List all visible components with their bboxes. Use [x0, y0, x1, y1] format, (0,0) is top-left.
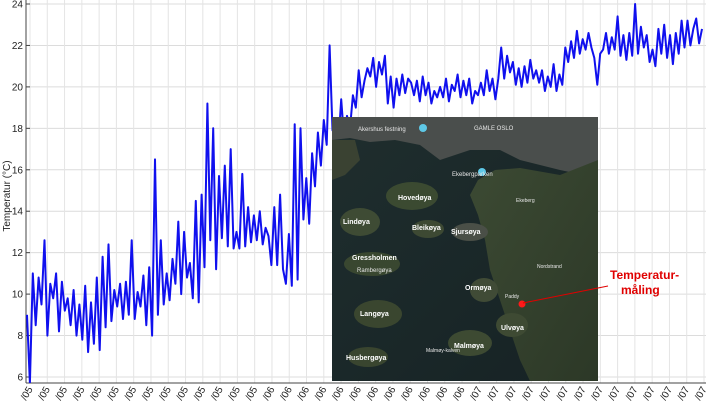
island-langoya: [354, 300, 402, 328]
y-tick-label: 14: [12, 207, 24, 218]
temperature-series-line: [26, 3, 703, 383]
map-label: Nordstrand: [537, 264, 562, 270]
map-label: Ormøya: [465, 285, 492, 292]
x-tick-label: /06: [434, 385, 451, 403]
x-tick-label: /07: [607, 385, 624, 403]
x-tick-label: /07: [555, 385, 572, 403]
map-label: Malmøy-kalven: [426, 348, 460, 354]
y-tick-label: 16: [12, 165, 24, 176]
island-sjursoya: [452, 223, 488, 241]
x-tick-label: /05: [19, 385, 36, 403]
location-pin-icon: [478, 168, 486, 176]
map-label: Ekebergparken: [452, 172, 493, 178]
map-label: Gressholmen: [352, 255, 397, 262]
y-tick-label: 20: [12, 82, 24, 93]
x-tick-label: /05: [140, 385, 157, 403]
map-label: Hovedøya: [398, 195, 432, 202]
island-lindoya: [340, 208, 380, 236]
map-label: GAMLE OSLO: [474, 126, 514, 132]
map-label: Ulvøya: [501, 325, 524, 332]
y-tick-label: 12: [12, 248, 24, 259]
y-tick-label: 24: [12, 0, 24, 11]
x-tick-label: /06: [330, 385, 347, 403]
x-tick-label: /07: [503, 385, 520, 403]
x-tick-label: /06: [278, 385, 295, 403]
x-tick-label: /07: [572, 385, 589, 403]
map-label: Ekeberg: [516, 198, 535, 204]
x-tick-label: /05: [123, 385, 140, 403]
y-axis-title: Temperatur (°C): [2, 160, 13, 231]
callout-leader-line: [522, 285, 609, 304]
x-tick-label: /07: [538, 385, 555, 403]
x-tick-label: /06: [451, 385, 468, 403]
x-tick-label: /06: [313, 385, 330, 403]
x-tick-label: /05: [54, 385, 71, 403]
x-tick-label: /05: [192, 385, 209, 403]
x-tick-label: /07: [486, 385, 503, 403]
x-tick-label: /06: [261, 385, 278, 403]
y-tick-label: 10: [12, 290, 24, 301]
island-bleikoya: [412, 220, 444, 238]
map-label: Husbergøya: [346, 355, 387, 362]
x-tick-label: /07: [468, 385, 485, 403]
island-ulvoya: [496, 313, 528, 337]
x-tick-label: /05: [157, 385, 174, 403]
x-tick-label: /05: [227, 385, 244, 403]
map-east-land: [470, 160, 598, 381]
x-tick-label: /07: [624, 385, 641, 403]
x-tick-label: /05: [36, 385, 53, 403]
x-tick-label: /07: [520, 385, 537, 403]
x-tick-label: /07: [676, 385, 693, 403]
x-tick-label: /06: [399, 385, 416, 403]
island-hovedoya: [386, 182, 438, 210]
map-label: Akershus festning: [358, 127, 406, 133]
map-label: Bleikøya: [412, 225, 441, 232]
island-husbergoya: [348, 347, 388, 367]
x-tick-label: /07: [693, 385, 706, 403]
x-tick-label: /05: [88, 385, 105, 403]
callout-label-line-1: Temperatur-: [610, 268, 679, 282]
callout-label-line-2: måling: [621, 283, 660, 297]
x-tick-label: /07: [659, 385, 676, 403]
y-tick-label: 6: [17, 373, 23, 384]
measurement-point-marker: [518, 300, 526, 308]
map-label: Malmøya: [454, 343, 484, 350]
map-city-land: [332, 117, 598, 178]
x-tick-label: /05: [209, 385, 226, 403]
island-gressholmen: [344, 252, 400, 276]
map-label: Lindøya: [343, 219, 370, 226]
map-label: Sjursøya: [451, 229, 481, 236]
location-pin-icon: [419, 124, 427, 132]
y-axis: 6 8 10 12 14 16 18 20 22 24: [12, 0, 30, 384]
x-tick-label: /06: [382, 385, 399, 403]
map-label: Rambergøya: [357, 268, 392, 274]
x-tick-label: /07: [641, 385, 658, 403]
island-ormoya: [470, 278, 498, 302]
island-malmoya: [448, 330, 492, 356]
x-tick-label: /05: [175, 385, 192, 403]
x-axis: /05/05/05/05/05/05/05/05/05/05/05/05/05/…: [19, 385, 706, 403]
x-tick-label: /07: [589, 385, 606, 403]
y-tick-label: 8: [17, 331, 23, 342]
x-tick-label: /05: [71, 385, 88, 403]
x-tick-label: /06: [417, 385, 434, 403]
map-west-land: [332, 140, 360, 180]
x-tick-label: /06: [347, 385, 364, 403]
y-tick-label: 18: [12, 124, 24, 135]
y-tick-label: 22: [12, 41, 24, 52]
x-tick-label: /06: [365, 385, 382, 403]
map-label: Langøya: [360, 311, 389, 318]
x-tick-label: /05: [106, 385, 123, 403]
inset-satellite-map: Akershus festning GAMLE OSLO Ekebergpark…: [332, 117, 609, 381]
x-tick-label: /06: [296, 385, 313, 403]
map-label: Paddy: [505, 294, 520, 300]
x-tick-label: /05: [244, 385, 261, 403]
